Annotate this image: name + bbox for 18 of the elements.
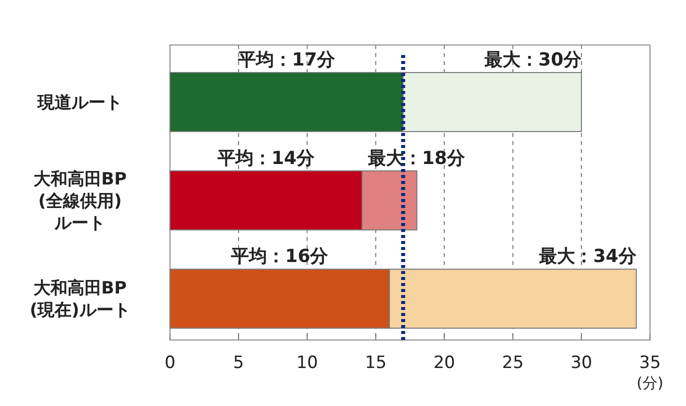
x-axis-title: (分) [636, 374, 664, 392]
x-tick-label: 30 [570, 353, 592, 373]
x-tick-label: 25 [502, 353, 524, 373]
x-tick-label: 0 [164, 353, 176, 373]
y-tick-label: 大和高田BP (現在)ルート [30, 278, 130, 321]
annotation: 最大：30分 [483, 50, 582, 71]
data-label: 平均：17分 [237, 50, 336, 71]
y-tick-label: 現道ルート [36, 93, 122, 114]
x-tick-label: 10 [296, 353, 318, 373]
data-label: 平均：14分 [216, 148, 316, 169]
x-tick-label: 5 [233, 353, 244, 373]
x-tick-label: 15 [364, 353, 387, 373]
x-tick-label: 20 [433, 353, 456, 373]
y-tick-label: 大和高田BP (全線供用) ルート [33, 169, 127, 234]
annotation: 最大：34分 [538, 246, 638, 268]
data-label: 平均：16分 [230, 246, 330, 268]
annotation: 最大：18分 [367, 148, 466, 169]
x-tick-label: 35 [639, 353, 661, 373]
